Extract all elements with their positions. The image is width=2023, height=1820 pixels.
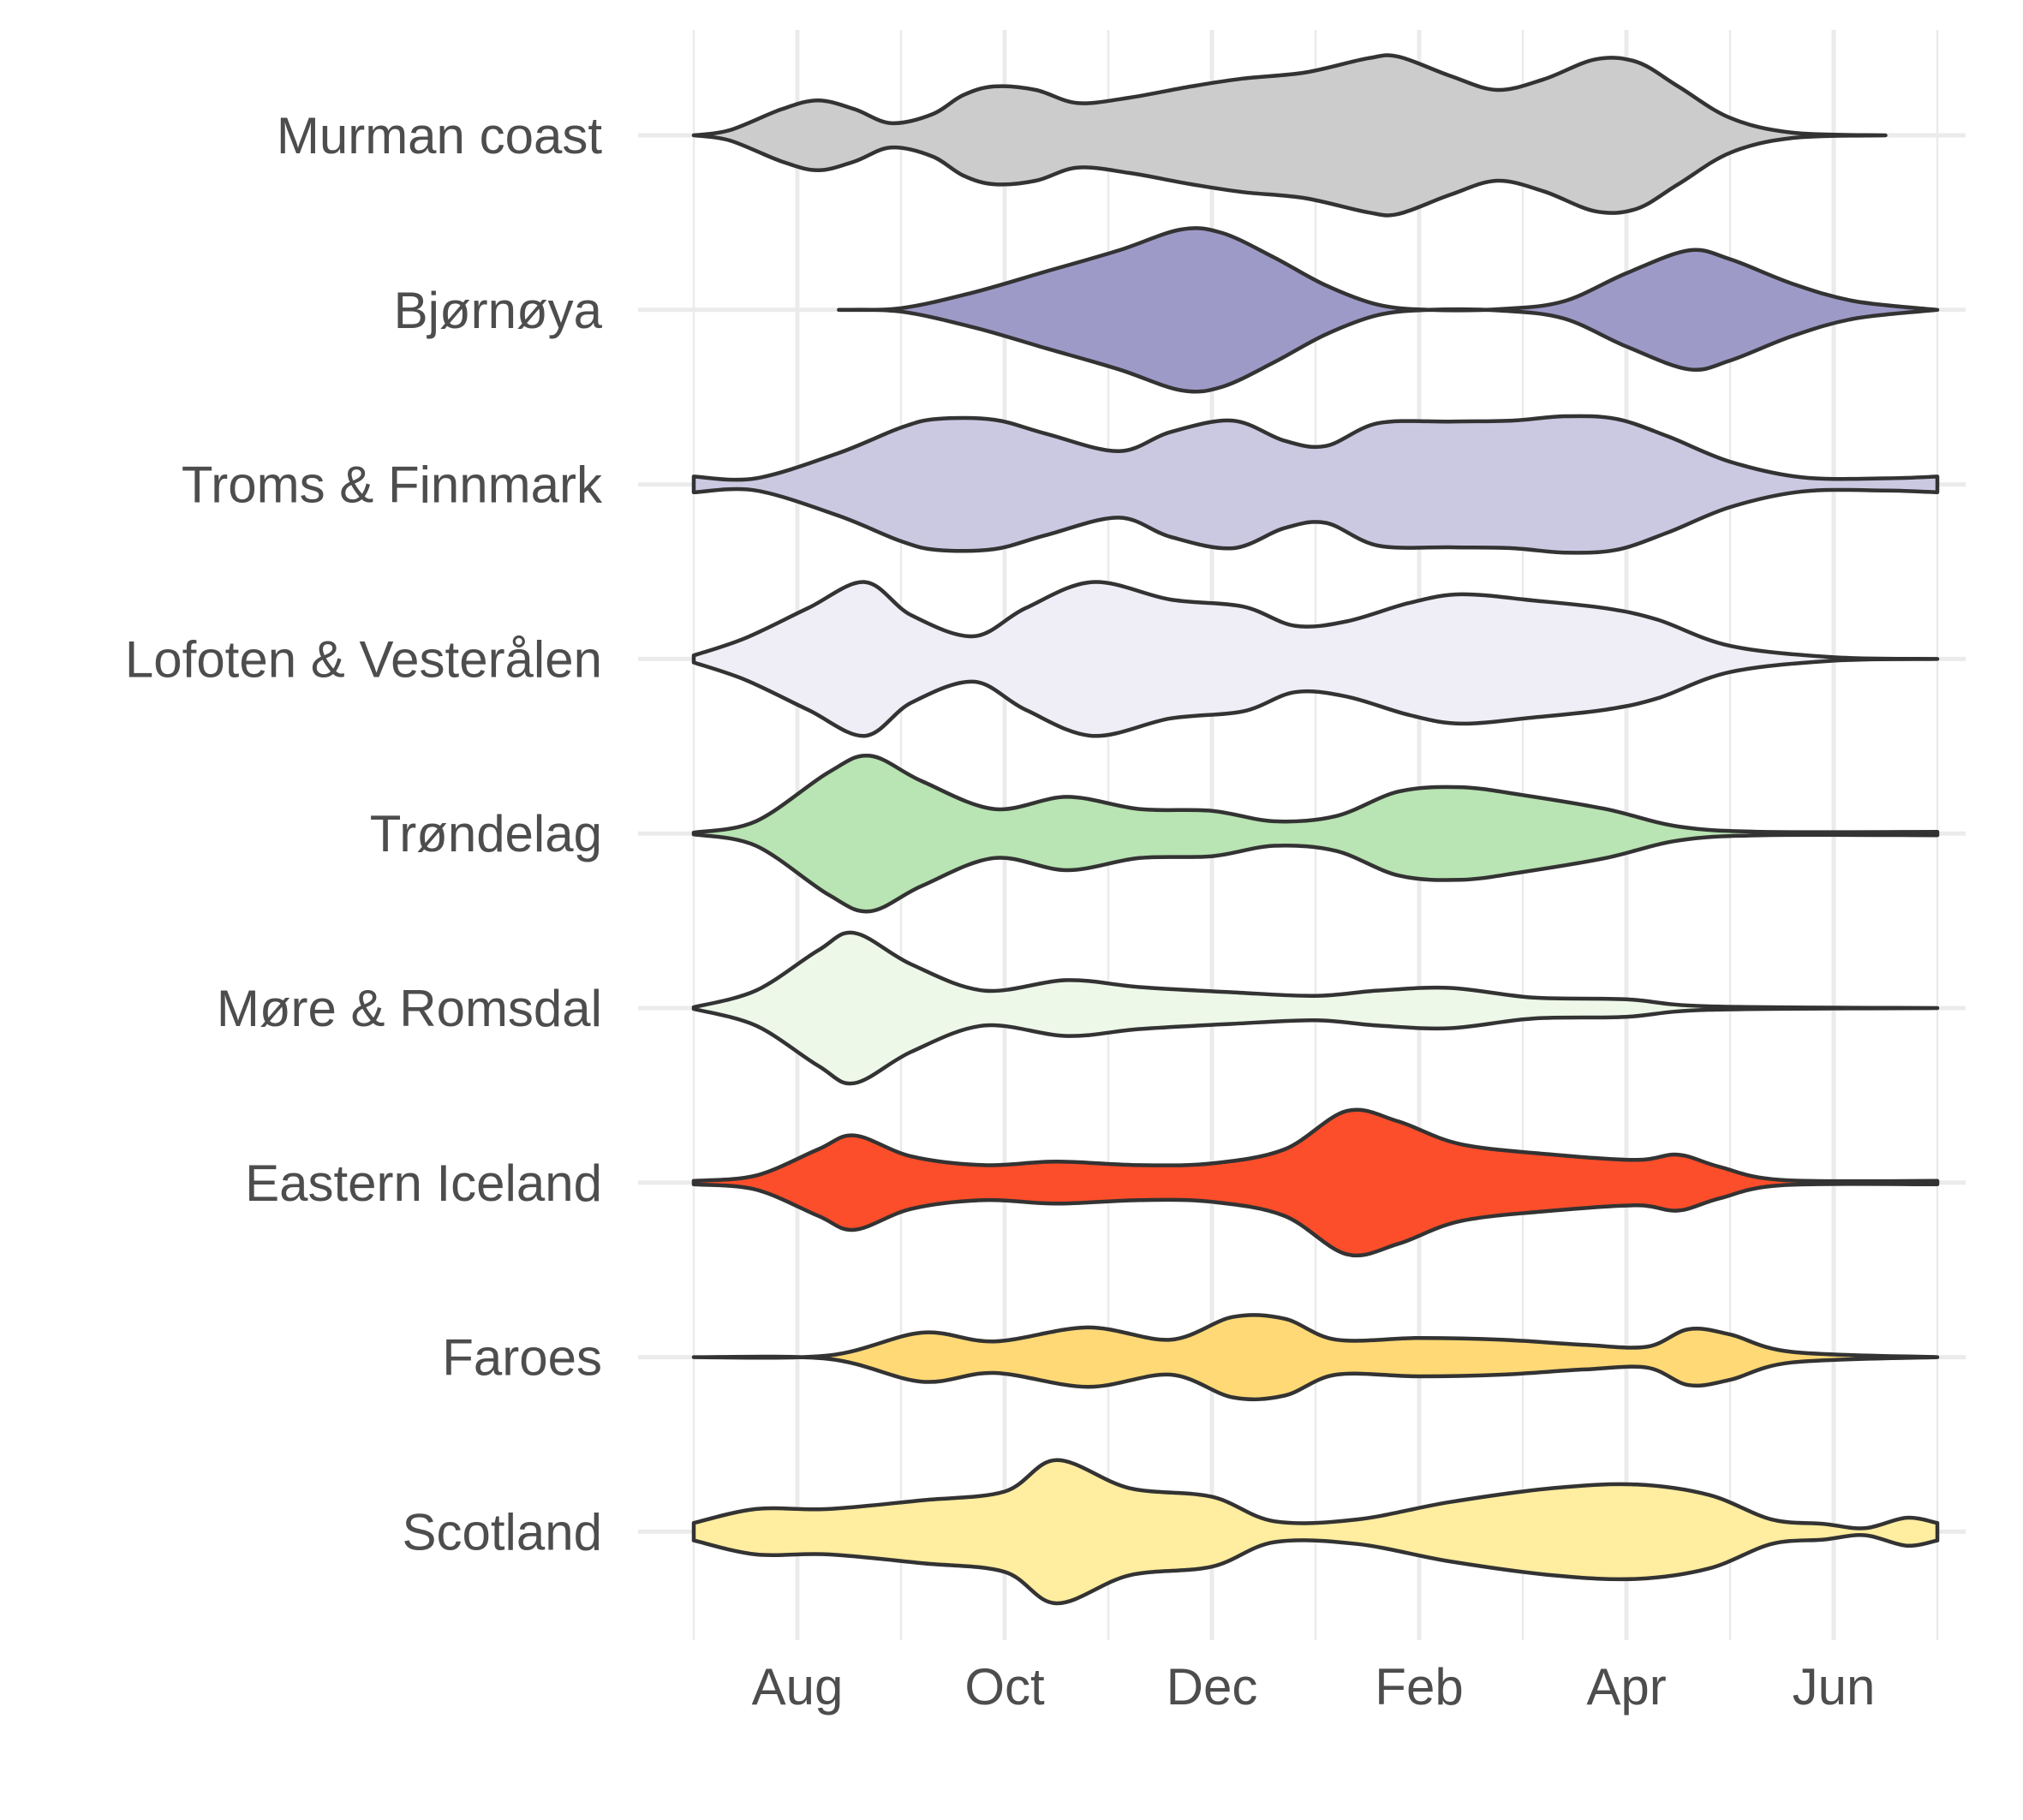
violin-lofoten-vester-len [691, 580, 1940, 738]
x-tick-label: Apr [1586, 1658, 1666, 1716]
y-category-label: Faroes [442, 1329, 602, 1387]
y-category-label: Trøndelag [370, 805, 602, 862]
y-axis-category-labels: Murman coast Bjørnøya Troms & Finnmark Lofo… [125, 107, 603, 1560]
violin-bj-rn-ya [837, 226, 1940, 394]
violin-scotland [691, 1458, 1940, 1606]
y-category-label: Troms & Finnmark [182, 456, 603, 514]
x-tick-label: Jun [1793, 1658, 1876, 1716]
violin-murman-coast [691, 53, 1888, 218]
y-category-label: Murman coast [277, 107, 602, 164]
x-tick-label: Feb [1375, 1658, 1463, 1716]
violin-m-re-romsdal [691, 930, 1940, 1086]
x-tick-label: Oct [964, 1658, 1045, 1716]
violin-troms-finnmark [691, 414, 1940, 555]
violin-eastern-iceland [691, 1107, 1940, 1258]
x-tick-label: Aug [752, 1658, 844, 1716]
violin-faroes [691, 1313, 1940, 1402]
y-category-label: Møre & Romsdal [217, 980, 602, 1037]
y-category-label: Bjørnøya [394, 282, 603, 339]
y-category-label: Scotland [403, 1503, 603, 1560]
x-tick-label: Dec [1167, 1658, 1258, 1716]
violin-tr-ndelag [691, 753, 1940, 914]
violin-series [691, 53, 1940, 1606]
x-axis-tick-labels: Aug Oct Dec Feb Apr Jun [752, 1658, 1876, 1716]
y-category-label: Lofoten & Vesterålen [125, 630, 602, 688]
y-category-label: Eastern Iceland [245, 1155, 602, 1212]
